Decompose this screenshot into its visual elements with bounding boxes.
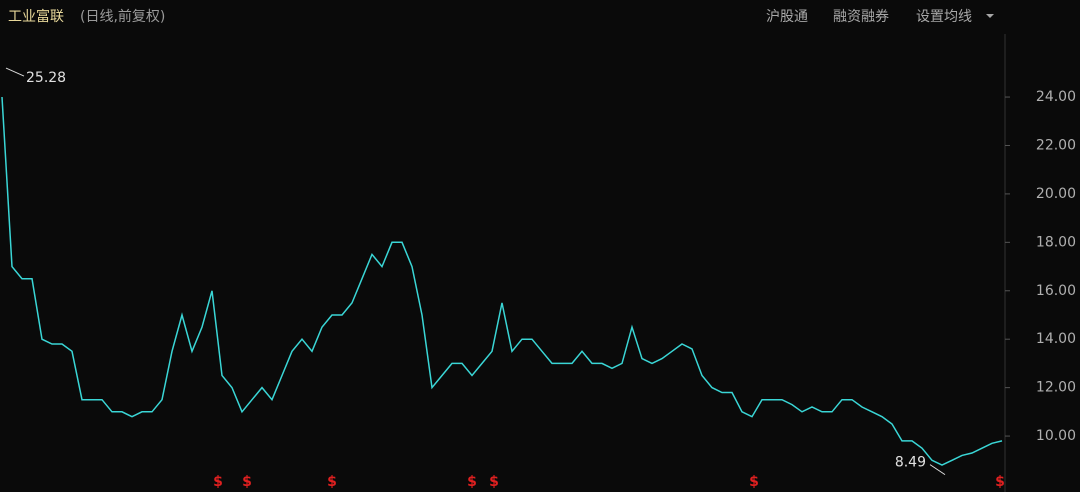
low-label: 8.49 (895, 455, 926, 471)
dividend-marker: $ (489, 474, 499, 490)
y-tick-label: 14.00 (1036, 331, 1076, 347)
y-tick-label: 20.00 (1036, 186, 1076, 202)
y-tick-label: 24.00 (1036, 89, 1076, 105)
y-tick-label: 12.00 (1036, 380, 1076, 396)
dividend-marker: $ (242, 474, 252, 490)
menu-item[interactable]: 设置均线 (916, 9, 972, 25)
dividend-marker: $ (995, 474, 1005, 490)
y-tick-label: 22.00 (1036, 137, 1076, 153)
chart-title: 工业富联 (8, 8, 64, 25)
menu-item[interactable]: 沪股通 (766, 9, 808, 25)
y-tick-label: 18.00 (1036, 234, 1076, 250)
y-tick-label: 16.00 (1036, 283, 1076, 299)
menu-item[interactable]: 融资融券 (833, 9, 889, 25)
dividend-marker: $ (749, 474, 759, 490)
low-pointer (929, 464, 946, 476)
dividend-marker: $ (213, 474, 223, 490)
price-line (1, 96, 1003, 466)
dropdown-arrow[interactable] (986, 14, 994, 18)
dividend-marker: $ (327, 474, 337, 490)
chart-subtitle: (日线,前复权) (80, 8, 165, 25)
y-tick-label: 10.00 (1036, 428, 1076, 444)
dividend-marker: $ (467, 474, 477, 490)
high-label: 25.28 (26, 70, 66, 86)
high-pointer (5, 67, 25, 77)
